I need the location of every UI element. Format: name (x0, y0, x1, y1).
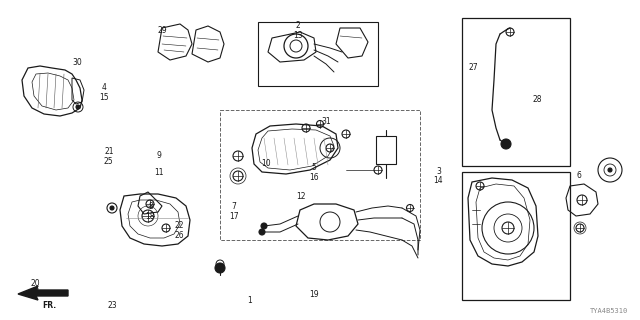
Text: 11: 11 (154, 168, 163, 177)
Text: 7
17: 7 17 (228, 202, 239, 220)
Bar (376, 136, 396, 164)
Text: 8
18: 8 18 (146, 202, 155, 220)
Text: 20
24: 20 24 (30, 279, 40, 297)
Text: 2
13: 2 13 (292, 21, 303, 40)
Text: 22
26: 22 26 (174, 221, 184, 240)
Text: 28: 28 (533, 95, 542, 104)
Circle shape (259, 229, 265, 235)
Circle shape (261, 223, 267, 229)
Text: FR.: FR. (42, 301, 56, 310)
Bar (258, 22, 378, 86)
Text: 31: 31 (321, 117, 332, 126)
Text: 23: 23 (107, 301, 117, 310)
Bar (220, 110, 420, 240)
Circle shape (76, 105, 80, 109)
Circle shape (501, 139, 511, 149)
Circle shape (608, 168, 612, 172)
Text: TYA4B5310: TYA4B5310 (589, 308, 628, 314)
Text: 9: 9 (156, 151, 161, 160)
Text: 29: 29 (157, 26, 167, 35)
Text: 21
25: 21 25 (104, 148, 114, 166)
Circle shape (215, 263, 225, 273)
Text: 19: 19 (308, 290, 319, 299)
Text: 3
14: 3 14 (433, 167, 444, 185)
Text: 5
16: 5 16 (308, 164, 319, 182)
Text: 4
15: 4 15 (99, 84, 109, 102)
Text: 12: 12 (296, 192, 305, 201)
Text: 1: 1 (247, 296, 252, 305)
Text: 27: 27 (468, 63, 479, 72)
Text: 10: 10 (261, 159, 271, 168)
Text: 30: 30 (72, 58, 82, 67)
Text: 6: 6 (577, 172, 582, 180)
Polygon shape (18, 286, 68, 300)
Bar (462, 18, 570, 166)
Bar (462, 172, 570, 300)
Circle shape (110, 206, 114, 210)
